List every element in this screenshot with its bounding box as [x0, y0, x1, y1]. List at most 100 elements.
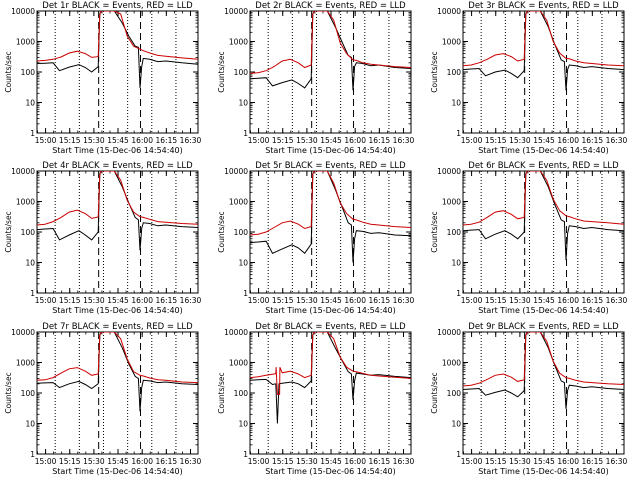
- x-tick-label: 16:30: [180, 296, 202, 305]
- panel-5: Det 5r BLACK = Events, RED = LLD 1 10 100 10…: [217, 161, 415, 315]
- x-tick-label: 16:30: [393, 457, 415, 466]
- x-tick-label: 16:15: [582, 457, 604, 466]
- y-tick-label: 10: [25, 99, 35, 108]
- panel-title: Det 1r BLACK = Events, RED = LLD: [42, 1, 193, 11]
- x-axis-label: Start Time (15-Dec-06 14:54:40): [265, 467, 396, 476]
- x-tick-label: 16:00: [131, 136, 153, 145]
- plot-frame: [36, 170, 199, 294]
- plot-frame: [249, 10, 412, 134]
- y-tick-label: 1000: [229, 359, 248, 368]
- x-tick-label: 15:45: [107, 457, 129, 466]
- x-tick-label: 15:15: [272, 457, 294, 466]
- x-tick-label: 15:30: [509, 296, 531, 305]
- x-tick-label: 15:00: [248, 457, 270, 466]
- x-tick-label: 15:45: [533, 296, 555, 305]
- y-tick-label: 100: [447, 68, 462, 77]
- events-series-line: [463, 171, 624, 261]
- x-axis-label: Start Time (15-Dec-06 14:54:40): [478, 467, 609, 476]
- x-tick-label: 15:30: [509, 136, 531, 145]
- y-tick-label: 10: [238, 420, 248, 429]
- y-tick-label: 10000: [224, 167, 248, 176]
- x-axis-label: Start Time (15-Dec-06 14:54:40): [265, 146, 396, 155]
- panel-title: Det 7r BLACK = Events, RED = LLD: [42, 322, 193, 332]
- panel-1: Det 1r BLACK = Events, RED = LLD 1 10 100 10…: [4, 1, 202, 155]
- y-tick-label: 1000: [229, 38, 248, 47]
- y-tick-label: 100: [21, 389, 36, 398]
- y-tick-label: 10: [238, 99, 248, 108]
- x-axis-label: Start Time (15-Dec-06 14:54:40): [52, 146, 183, 155]
- panel-title: Det 2r BLACK = Events, RED = LLD: [255, 1, 406, 11]
- y-tick-label: 1: [243, 450, 248, 459]
- y-tick-label: 100: [21, 68, 36, 77]
- y-tick-label: 10000: [437, 328, 461, 337]
- plot-frame: [249, 170, 412, 294]
- x-tick-label: 15:30: [83, 457, 105, 466]
- y-tick-label: 1000: [16, 359, 35, 368]
- events-series-line: [37, 171, 198, 251]
- events-series-line: [250, 332, 411, 424]
- y-tick-label: 10: [451, 259, 461, 268]
- x-tick-label: 15:15: [485, 136, 507, 145]
- y-tick-label: 1: [30, 289, 35, 298]
- lld-series-line: [37, 171, 198, 226]
- x-tick-label: 15:00: [248, 136, 270, 145]
- y-axis-label: Counts/sec: [4, 211, 13, 252]
- plot-frame: [36, 331, 199, 455]
- y-tick-label: 10000: [11, 328, 35, 337]
- plot-frame: [462, 331, 625, 455]
- y-tick-label: 10000: [437, 167, 461, 176]
- y-axis-label: Counts/sec: [430, 372, 439, 413]
- y-axis-label: Counts/sec: [217, 211, 226, 252]
- lld-series-line: [463, 11, 624, 67]
- panel-title: Det 4r BLACK = Events, RED = LLD: [42, 161, 193, 171]
- panel-3: Det 3r BLACK = Events, RED = LLD 1 10 100 10…: [430, 1, 628, 155]
- y-tick-label: 1000: [229, 198, 248, 207]
- events-series-line: [37, 11, 198, 88]
- x-tick-label: 15:00: [461, 136, 483, 145]
- y-tick-label: 1000: [442, 198, 461, 207]
- x-tick-label: 15:30: [509, 457, 531, 466]
- x-tick-label: 15:00: [35, 136, 57, 145]
- x-tick-label: 16:00: [131, 296, 153, 305]
- x-tick-label: 15:45: [320, 457, 342, 466]
- x-tick-label: 16:30: [180, 457, 202, 466]
- x-tick-label: 15:30: [296, 136, 318, 145]
- x-tick-label: 16:30: [393, 136, 415, 145]
- x-axis-label: Start Time (15-Dec-06 14:54:40): [265, 306, 396, 315]
- panel-9: Det 9r BLACK = Events, RED = LLD 1 10 100 10…: [430, 322, 628, 476]
- x-tick-label: 15:00: [248, 296, 270, 305]
- panel-7: Det 7r BLACK = Events, RED = LLD 1 10 100 10…: [4, 322, 202, 476]
- y-tick-label: 10: [451, 99, 461, 108]
- x-tick-label: 15:45: [107, 136, 129, 145]
- lld-series-line: [250, 11, 411, 74]
- x-tick-label: 15:45: [320, 136, 342, 145]
- y-tick-label: 1000: [442, 359, 461, 368]
- y-axis-label: Counts/sec: [4, 51, 13, 92]
- y-tick-label: 10: [25, 259, 35, 268]
- x-tick-label: 15:45: [107, 296, 129, 305]
- x-tick-label: 16:00: [344, 136, 366, 145]
- x-tick-label: 16:00: [131, 457, 153, 466]
- x-tick-label: 16:00: [557, 136, 579, 145]
- x-tick-label: 16:15: [369, 457, 391, 466]
- x-tick-label: 16:00: [344, 457, 366, 466]
- x-tick-label: 16:15: [582, 296, 604, 305]
- panel-6: Det 6r BLACK = Events, RED = LLD 1 10 100 10…: [430, 161, 628, 315]
- y-tick-label: 100: [21, 228, 36, 237]
- x-tick-label: 15:15: [59, 136, 81, 145]
- y-tick-label: 1000: [16, 38, 35, 47]
- lld-series-line: [250, 171, 411, 236]
- y-tick-label: 1000: [442, 38, 461, 47]
- panel-8: Det 8r BLACK = Events, RED = LLD 1 10 100 10…: [217, 322, 415, 476]
- x-tick-label: 16:30: [606, 457, 628, 466]
- y-tick-label: 100: [447, 228, 462, 237]
- x-tick-label: 15:15: [272, 136, 294, 145]
- y-tick-label: 10000: [224, 7, 248, 16]
- x-tick-label: 16:30: [606, 136, 628, 145]
- y-axis-label: Counts/sec: [217, 51, 226, 92]
- events-series-line: [463, 11, 624, 91]
- y-tick-label: 100: [234, 228, 249, 237]
- y-tick-label: 100: [234, 68, 249, 77]
- y-tick-label: 10000: [437, 7, 461, 16]
